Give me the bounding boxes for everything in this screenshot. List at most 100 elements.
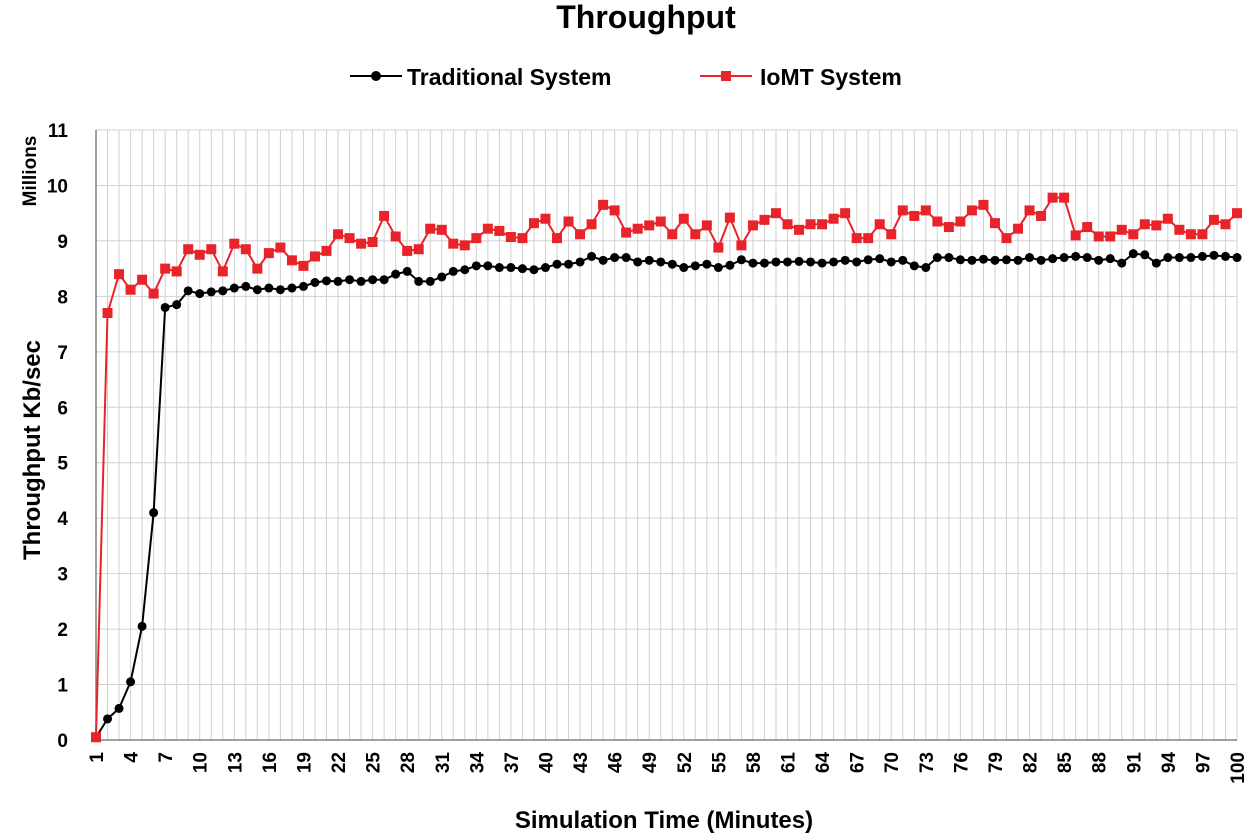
- x-tick-label: 34: [467, 752, 488, 774]
- data-point-iomt-system: [920, 205, 931, 216]
- y-tick-label: 2: [57, 620, 68, 641]
- x-tick-label: 100: [1228, 752, 1245, 784]
- y-tick-label: 10: [47, 176, 68, 197]
- data-point-iomt-system: [160, 263, 171, 274]
- data-point-iomt-system: [1036, 210, 1047, 221]
- data-point-iomt-system: [459, 240, 470, 251]
- data-point-traditional-system: [840, 255, 850, 265]
- data-point-traditional-system: [126, 677, 136, 687]
- data-point-traditional-system: [379, 275, 389, 285]
- axes: [95, 130, 1237, 741]
- data-point-iomt-system: [1047, 192, 1058, 203]
- series-traditional-system: [91, 249, 1242, 742]
- data-point-traditional-system: [610, 253, 620, 263]
- x-tick-label: 55: [709, 752, 730, 774]
- data-point-iomt-system: [1208, 214, 1219, 225]
- data-point-traditional-system: [829, 257, 839, 267]
- data-point-iomt-system: [114, 269, 125, 280]
- data-point-traditional-system: [1025, 253, 1035, 263]
- data-point-iomt-system: [667, 229, 678, 240]
- data-point-iomt-system: [1174, 224, 1185, 235]
- data-point-iomt-system: [1232, 208, 1242, 219]
- data-point-traditional-system: [1036, 255, 1046, 265]
- data-point-iomt-system: [309, 251, 320, 262]
- data-point-traditional-system: [1059, 253, 1069, 263]
- data-point-iomt-system: [1220, 219, 1231, 230]
- data-point-iomt-system: [932, 216, 943, 227]
- x-tick-label: 76: [951, 752, 972, 773]
- data-point-iomt-system: [1070, 230, 1081, 241]
- data-point-traditional-system: [806, 257, 816, 267]
- data-point-iomt-system: [655, 216, 666, 227]
- data-point-iomt-system: [909, 210, 920, 221]
- x-tick-label: 40: [536, 752, 557, 773]
- data-point-traditional-system: [644, 255, 654, 265]
- data-point-traditional-system: [391, 269, 401, 279]
- data-point-traditional-system: [471, 261, 481, 271]
- x-axis-label: Simulation Time (Minutes): [515, 807, 813, 834]
- data-point-iomt-system: [782, 219, 793, 230]
- x-tick-label: 61: [779, 752, 800, 774]
- legend-marker-iomt: [721, 71, 731, 81]
- series-line-traditional-system: [95, 252, 1238, 738]
- data-point-iomt-system: [863, 233, 874, 244]
- data-point-traditional-system: [229, 283, 239, 293]
- data-point-traditional-system: [114, 703, 124, 713]
- data-point-traditional-system: [322, 276, 332, 286]
- data-point-iomt-system: [252, 263, 263, 274]
- x-tick-label: 88: [1090, 752, 1111, 773]
- data-point-traditional-system: [345, 275, 355, 285]
- data-point-traditional-system: [483, 261, 493, 271]
- data-point-traditional-system: [725, 260, 735, 270]
- x-tick-label: 91: [1124, 752, 1145, 774]
- data-point-traditional-system: [1174, 253, 1184, 263]
- data-point-traditional-system: [955, 255, 965, 265]
- data-point-traditional-system: [817, 258, 827, 268]
- x-tick-label: 73: [917, 752, 938, 773]
- legend: Traditional System IoMT System: [350, 64, 902, 90]
- x-tick-label: 49: [640, 752, 661, 773]
- data-point-iomt-system: [851, 233, 862, 244]
- data-point-traditional-system: [287, 283, 297, 293]
- x-tick-label: 82: [1021, 752, 1042, 773]
- data-point-iomt-system: [494, 225, 505, 236]
- data-point-iomt-system: [1128, 229, 1139, 240]
- y-tick-label: 5: [57, 454, 68, 475]
- data-point-iomt-system: [263, 248, 274, 259]
- x-tick-label: 67: [848, 752, 869, 773]
- data-point-iomt-system: [413, 244, 424, 255]
- data-point-traditional-system: [1197, 251, 1207, 261]
- data-point-traditional-system: [402, 266, 412, 276]
- data-point-traditional-system: [909, 261, 919, 271]
- data-point-traditional-system: [748, 258, 758, 268]
- y-tick-label: 3: [57, 565, 68, 586]
- data-point-iomt-system: [102, 308, 113, 318]
- data-point-traditional-system: [1071, 251, 1081, 261]
- data-point-iomt-system: [598, 199, 609, 210]
- data-point-traditional-system: [1128, 249, 1138, 259]
- data-point-traditional-system: [852, 257, 862, 267]
- data-point-iomt-system: [333, 229, 344, 240]
- x-tick-label: 52: [675, 752, 696, 773]
- data-point-iomt-system: [321, 245, 332, 256]
- data-point-iomt-system: [874, 219, 885, 230]
- x-tick-label: 46: [606, 752, 627, 773]
- data-point-iomt-system: [390, 231, 401, 242]
- y-tick-label: 0: [57, 731, 68, 752]
- data-point-iomt-system: [356, 238, 367, 249]
- legend-marker-traditional: [371, 71, 381, 81]
- data-point-traditional-system: [368, 275, 378, 285]
- x-tick-label: 10: [191, 752, 212, 773]
- data-point-traditional-system: [967, 255, 977, 265]
- data-point-iomt-system: [1059, 192, 1070, 203]
- data-point-iomt-system: [644, 220, 655, 231]
- data-point-traditional-system: [1094, 255, 1104, 265]
- data-point-iomt-system: [886, 229, 897, 240]
- data-point-iomt-system: [344, 233, 355, 244]
- data-point-traditional-system: [1140, 250, 1150, 260]
- x-tick-label: 13: [225, 752, 246, 773]
- data-point-iomt-system: [1093, 231, 1104, 242]
- data-point-iomt-system: [505, 232, 516, 243]
- x-tick-label: 31: [433, 752, 454, 774]
- data-point-iomt-system: [517, 233, 528, 244]
